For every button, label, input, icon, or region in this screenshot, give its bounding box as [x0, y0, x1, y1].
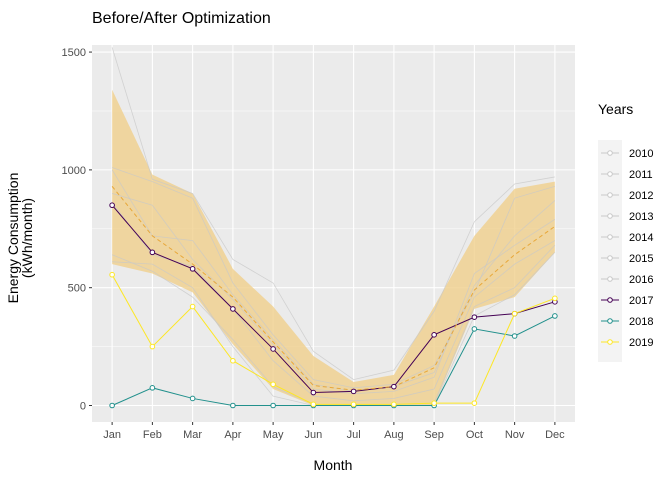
x-tick-label: Feb [143, 429, 162, 441]
x-axis-label: Month [314, 457, 353, 473]
point-2018-Oct [471, 326, 478, 332]
x-tick-label: Sep [424, 429, 444, 441]
point-2017-Jul [350, 388, 357, 395]
series-line-2017 [111, 204, 556, 394]
point-2019-Apr [230, 357, 236, 364]
legend-marker-2019 [607, 339, 613, 345]
legend: Years 2010 2011 2012 2013 2014 2015 2016 2017 20… [598, 101, 653, 362]
confidence-band [112, 89, 555, 406]
series-line-2018 [111, 315, 556, 407]
x-tick-label: Mar [183, 429, 202, 441]
y-axis-label-line1: Energy Consumption [5, 173, 21, 304]
series-line-2019 [111, 274, 556, 405]
chart-title: Before/After Optimization [92, 10, 271, 27]
legend-label-2014: 2014 [629, 232, 653, 244]
legend-marker-2017 [607, 297, 613, 303]
legend-marker-2015 [607, 255, 613, 261]
point-2017-Aug [391, 383, 397, 390]
point-2017-Sep [431, 332, 437, 338]
x-tick-label: Oct [466, 429, 483, 441]
point-2019-May [270, 381, 276, 388]
point-2017-Mar [189, 266, 196, 272]
point-2018-Apr [230, 402, 236, 409]
point-2019-Jan [109, 271, 115, 278]
series-lines [109, 47, 558, 409]
y-tick-label: 0 [80, 401, 86, 413]
y-axis-label-line2: (kWh/month) [19, 198, 35, 278]
legend-label-2019: 2019 [629, 337, 653, 349]
point-2017-Feb [149, 249, 156, 256]
x-tick-label: Jun [305, 429, 323, 441]
point-2019-Jun [310, 401, 317, 408]
legend-marker-2013 [607, 213, 613, 219]
x-tick-label: Jul [347, 429, 361, 441]
legend-marker-2010 [607, 150, 613, 156]
x-tick-label: Dec [545, 429, 565, 441]
series-line-2010 [111, 47, 555, 381]
series-line-2012 [112, 193, 556, 395]
point-2018-Mar [189, 395, 196, 402]
x-tick-label: Apr [224, 429, 241, 441]
point-2017-Apr [230, 306, 236, 312]
x-tick-label: Jan [103, 429, 121, 441]
point-2018-Jan [109, 402, 115, 409]
x-tick-label: Nov [505, 429, 525, 441]
x-tick-label: May [263, 429, 284, 441]
legend-label-2017: 2017 [629, 295, 653, 307]
legend-label-2012: 2012 [629, 190, 653, 202]
axes: 0 500 1000 1500 Jan Feb Mar Apr May Jun Jul Aug Sep O… [62, 47, 566, 441]
point-2017-Jun [310, 389, 317, 396]
y-tick-label: 1500 [62, 47, 86, 59]
point-2017-Jan [109, 202, 115, 209]
x-tick-label: Aug [384, 429, 404, 441]
series-line-2014 [111, 202, 556, 402]
y-tick-label: 1000 [62, 165, 86, 177]
point-2019-Sep [431, 400, 437, 406]
point-2019-Aug [391, 401, 397, 408]
legend-label-2018: 2018 [629, 316, 653, 328]
y-tick-label: 500 [68, 283, 86, 295]
point-2019-Mar [189, 303, 196, 310]
point-2019-Feb [149, 343, 156, 350]
legend-label-2011: 2011 [629, 169, 653, 181]
point-2018-Nov [511, 333, 518, 339]
point-2019-Jul [350, 401, 357, 408]
point-2018-May [270, 402, 276, 409]
legend-label-2015: 2015 [629, 253, 653, 265]
legend-label-2013: 2013 [629, 211, 653, 223]
range-band [112, 89, 555, 406]
point-2019-Nov [511, 310, 518, 317]
point-2017-Oct [471, 314, 478, 320]
point-2019-Dec [552, 295, 558, 302]
legend-label-2010: 2010 [629, 148, 653, 160]
legend-marker-2018 [607, 318, 613, 324]
legend-marker-2016 [607, 276, 613, 282]
legend-title: Years [598, 101, 633, 117]
series-line-2015 [111, 245, 556, 406]
legend-label-2016: 2016 [629, 274, 653, 286]
legend-key-background [598, 140, 622, 362]
point-2018-Dec [552, 313, 558, 319]
point-2018-Feb [149, 385, 156, 391]
point-2017-May [270, 346, 276, 352]
legend-marker-2012 [607, 192, 613, 198]
legend-marker-2014 [607, 234, 613, 240]
mean-line [111, 186, 556, 391]
legend-marker-2011 [607, 171, 613, 177]
point-2019-Oct [471, 400, 478, 406]
